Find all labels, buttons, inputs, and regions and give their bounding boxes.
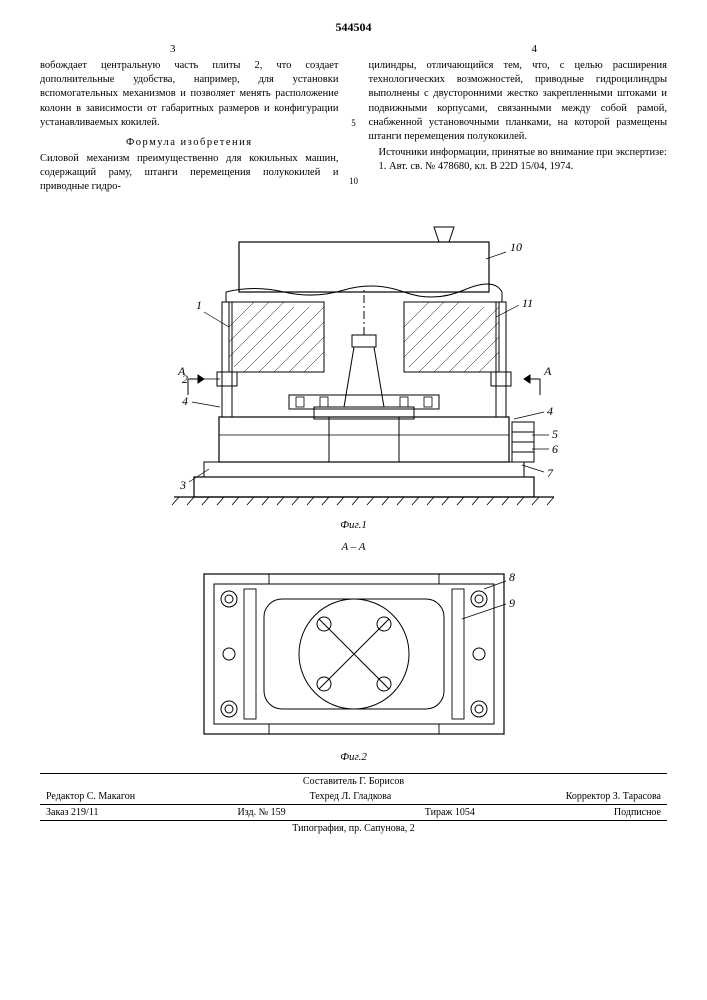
footer-typography: Типография, пр. Сапунова, 2	[40, 823, 667, 834]
callout-9: 9	[509, 596, 515, 610]
callout-A-left: A	[177, 364, 186, 378]
callout-10: 10	[510, 240, 522, 254]
footer-editor: Редактор С. Макагон	[46, 791, 135, 802]
page-num-right: 4	[532, 43, 538, 55]
left-para-1: вобождает центральную часть плиты 2, что…	[40, 59, 339, 130]
fig1-label: Фиг.1	[40, 519, 667, 531]
fig2-label: Фиг.2	[40, 751, 667, 763]
callout-4r: 4	[547, 404, 553, 418]
right-para-3: 1. Авт. св. № 478680, кл. B 22D 15/04, 1…	[369, 160, 668, 174]
left-para-2: Силовой механизм преимущественно для кок…	[40, 152, 339, 195]
callout-4l: 4	[182, 394, 188, 408]
footer-sub: Подписное	[614, 807, 661, 818]
callout-11: 11	[522, 296, 533, 310]
footer-corrector: Корректор З. Тарасова	[566, 791, 661, 802]
footer-block: Составитель Г. Борисов Редактор С. Макаг…	[40, 773, 667, 821]
figure-2: 8 9 Фиг.2	[40, 559, 667, 763]
text-columns: вобождает центральную часть плиты 2, что…	[40, 59, 667, 195]
callout-1: 1	[196, 298, 202, 312]
formula-title: Формула изобретения	[40, 136, 339, 150]
page-numbers: 3 4	[40, 43, 667, 55]
callout-A-right: A	[543, 364, 552, 378]
callout-3: 3	[179, 478, 186, 492]
footer-tirazh: Тираж 1054	[425, 807, 475, 818]
section-label: A – A	[40, 541, 667, 553]
document-number: 544504	[40, 20, 667, 35]
line-num-5: 5	[351, 117, 356, 129]
callout-5: 5	[552, 427, 558, 441]
left-column: вобождает центральную часть плиты 2, что…	[40, 59, 347, 195]
footer-techred: Техред Л. Гладкова	[310, 791, 392, 802]
footer-compiler: Составитель Г. Борисов	[303, 776, 404, 787]
line-number-gutter: 5 10	[347, 59, 361, 195]
callout-6: 6	[552, 442, 558, 456]
right-para-1: цилиндры, отличающийся тем, что, с целью…	[369, 59, 668, 144]
callout-8: 8	[509, 570, 515, 584]
figure-1: 1 2 3 4 4 5 6 7 10 11 A A Фиг.1	[40, 207, 667, 531]
footer-izd: Изд. № 159	[238, 807, 286, 818]
footer-order: Заказ 219/11	[46, 807, 98, 818]
line-num-10: 10	[349, 175, 358, 187]
right-para-2: Источники информации, принятые во вниман…	[369, 146, 668, 160]
callout-7: 7	[547, 466, 554, 480]
right-column: цилиндры, отличающийся тем, что, с целью…	[361, 59, 668, 195]
page-num-left: 3	[170, 43, 176, 55]
